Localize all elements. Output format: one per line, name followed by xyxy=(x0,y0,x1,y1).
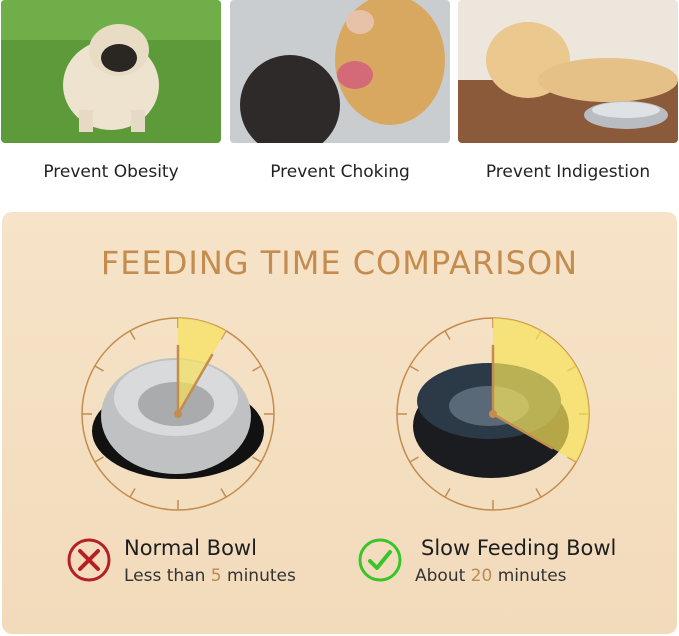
comparison-title: FEEDING TIME COMPARISON xyxy=(100,244,579,282)
clock-center xyxy=(489,410,497,418)
clock-tick xyxy=(444,488,451,498)
labrador-photo xyxy=(458,0,678,143)
clock-tick xyxy=(129,330,136,340)
clock-tick xyxy=(444,330,451,340)
clock-tick xyxy=(535,488,542,498)
retriever-photo xyxy=(230,0,450,143)
red-x-icon xyxy=(67,538,111,582)
green-check-icon xyxy=(358,538,402,582)
clock-tick xyxy=(94,365,104,372)
elapsed-hand xyxy=(176,353,214,415)
clock-tick xyxy=(567,456,577,463)
clock-center xyxy=(174,410,182,418)
elapsed-time-wedge xyxy=(493,318,589,462)
clock-tick xyxy=(252,456,262,463)
normal-bowl-clock xyxy=(81,317,275,511)
normal-bowl-time: Less than 5 minutes xyxy=(124,566,296,586)
clock-tick xyxy=(129,488,136,498)
elapsed-time-wedge xyxy=(178,318,226,414)
slow-bowl-clock xyxy=(396,317,590,511)
benefit-caption: Prevent Obesity xyxy=(43,162,179,182)
benefit-caption: Prevent Choking xyxy=(270,162,410,182)
clock-tick xyxy=(409,365,419,372)
slow-bowl-time: About 20 minutes xyxy=(415,566,567,586)
benefit-caption: Prevent Indigestion xyxy=(485,162,651,182)
slow-bowl-label: Slow Feeding Bowl xyxy=(421,536,617,560)
clock-tick xyxy=(252,365,262,372)
clock-tick xyxy=(409,456,419,463)
pug-photo xyxy=(1,0,221,143)
elapsed-hand xyxy=(492,412,554,450)
normal-bowl-label: Normal Bowl xyxy=(124,536,257,560)
clock-tick xyxy=(220,488,227,498)
clock-tick xyxy=(94,456,104,463)
